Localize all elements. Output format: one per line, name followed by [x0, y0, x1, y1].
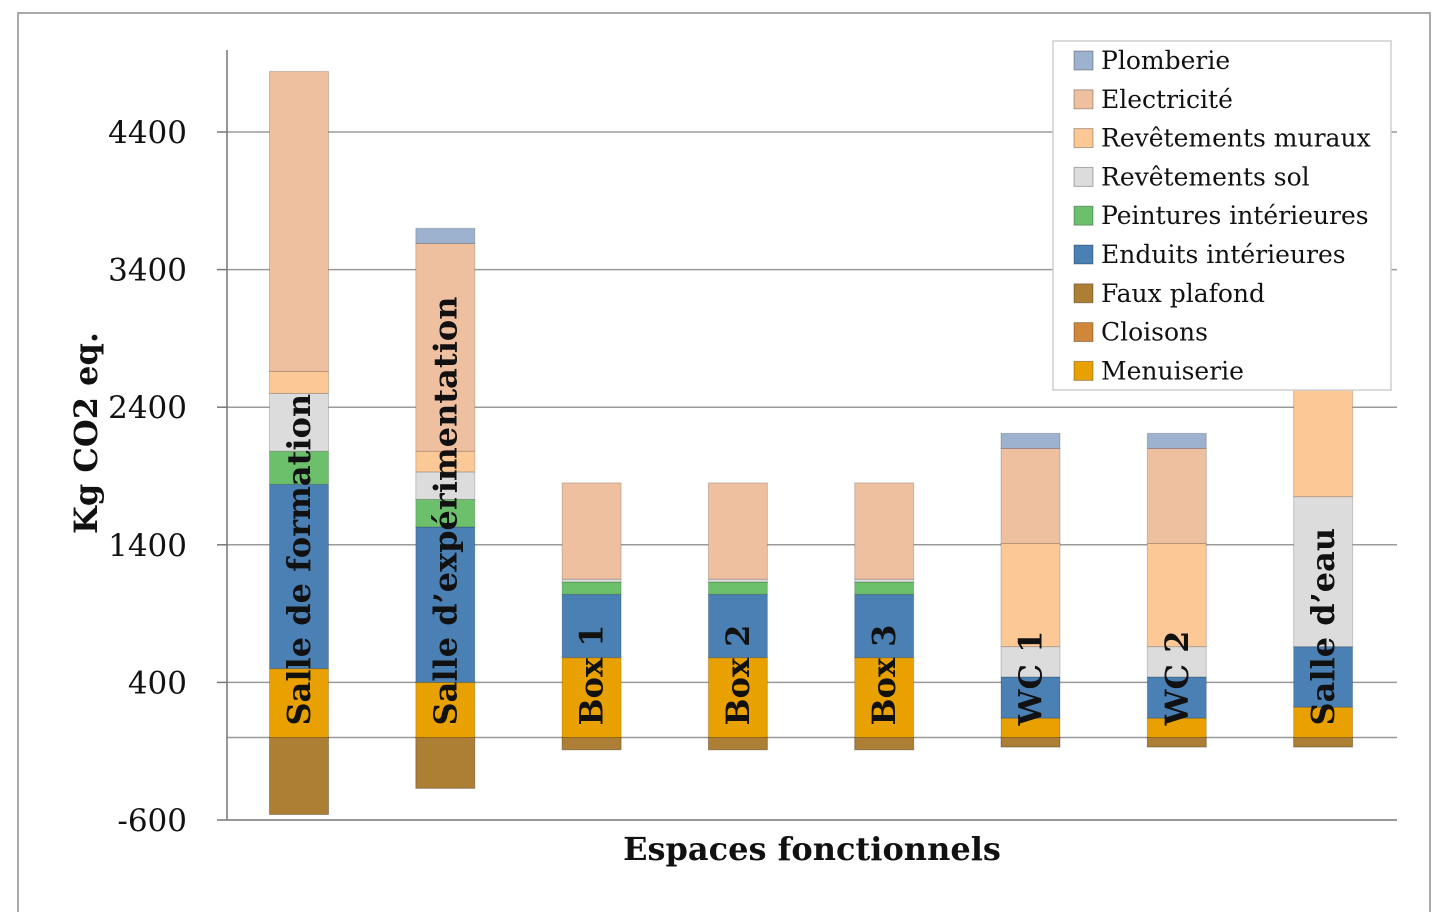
bar-segment — [1146, 736, 1207, 748]
axes: -600 400 1400 2400 3400 4400 — [108, 50, 1397, 839]
y-tick-label: 400 — [128, 665, 187, 701]
y-tick-label: 3400 — [108, 253, 187, 289]
legend-swatch — [1073, 360, 1094, 381]
bar-labels: Salle de formation Salle d’expérimentatio… — [280, 297, 1342, 727]
bar-segment — [1000, 736, 1061, 748]
bar-segment — [561, 482, 622, 580]
bar-segment — [561, 581, 622, 595]
bar-segment — [269, 70, 329, 372]
x-axis-title: Espaces fonctionnels — [623, 830, 1001, 868]
bar-segment — [854, 736, 915, 751]
legend: Plomberie Electricité Revêtements muraux Re… — [1052, 40, 1392, 391]
bar-segment — [1293, 736, 1354, 748]
bar-segment — [415, 227, 476, 244]
bar-segment — [854, 581, 915, 595]
legend-swatch — [1073, 205, 1094, 226]
legend-label: Menuiserie — [1101, 356, 1244, 385]
legend-swatch — [1073, 50, 1094, 71]
bar-segment — [415, 242, 476, 452]
y-tick-label: 2400 — [108, 390, 187, 426]
bar-segment — [269, 450, 329, 485]
bar-segment — [1146, 542, 1207, 648]
bar-segment — [707, 736, 768, 751]
bar-segment — [415, 681, 476, 738]
bar-segment — [561, 593, 622, 659]
bar-segment — [1146, 676, 1207, 719]
legend-box — [1052, 40, 1392, 391]
bar-segment — [415, 526, 476, 683]
bars — [269, 70, 1354, 815]
y-tick-label: -600 — [117, 803, 187, 839]
bar-segment — [269, 392, 329, 452]
y-axis-title: Kg CO2 eq. — [67, 332, 105, 534]
bar-segment — [707, 482, 768, 580]
legend-label: Faux plafond — [1101, 279, 1265, 308]
legend-label: Revêtements muraux — [1101, 124, 1371, 153]
category-label: Box 3 — [865, 625, 903, 726]
legend-label: Enduits intérieures — [1101, 240, 1346, 269]
bar-segment — [1000, 432, 1061, 449]
bar-segment — [1000, 447, 1061, 544]
bar-segment — [269, 736, 329, 815]
legend-swatch — [1073, 283, 1094, 304]
legend-label: Revêtements sol — [1101, 162, 1310, 191]
bar-segment — [415, 498, 476, 528]
bar-segment — [1000, 676, 1061, 719]
legend-swatch — [1073, 244, 1094, 265]
bar-segment — [269, 483, 329, 670]
bar-segment — [1146, 432, 1207, 449]
bar-segment — [561, 736, 622, 751]
bar-segment — [415, 736, 476, 789]
category-label: Box 2 — [719, 625, 757, 726]
y-tick-label: 1400 — [108, 528, 187, 564]
category-label: WC 1 — [1012, 631, 1050, 727]
bar-segment — [1293, 646, 1354, 708]
bar-segment — [707, 657, 768, 738]
bar-segment — [707, 581, 768, 595]
bar-segment — [1293, 496, 1354, 648]
legend-label: Cloisons — [1101, 318, 1208, 347]
category-label: WC 2 — [1158, 631, 1196, 727]
legend-label: Plomberie — [1101, 46, 1230, 75]
legend-label: Peintures intérieures — [1101, 201, 1369, 230]
legend-swatch — [1073, 128, 1094, 149]
bar-segment — [854, 482, 915, 580]
legend-swatch — [1073, 89, 1094, 110]
bar-segment — [561, 657, 622, 738]
y-tick-label: 4400 — [108, 115, 187, 151]
legend-label: Electricité — [1101, 85, 1233, 114]
category-label: Box 1 — [573, 625, 611, 726]
bar-segment — [269, 370, 329, 394]
category-label: Salle de formation — [280, 394, 318, 726]
legend-swatch — [1073, 166, 1094, 187]
bar-segment — [1146, 447, 1207, 544]
bar-segment — [269, 668, 329, 738]
bar-segment — [1000, 646, 1061, 678]
bar-segment — [1000, 542, 1061, 648]
bar-segment — [1293, 706, 1354, 738]
legend-swatch — [1073, 322, 1094, 343]
category-label: Salle d’eau — [1304, 528, 1342, 726]
category-label: Salle d’expérimentation — [426, 297, 464, 726]
